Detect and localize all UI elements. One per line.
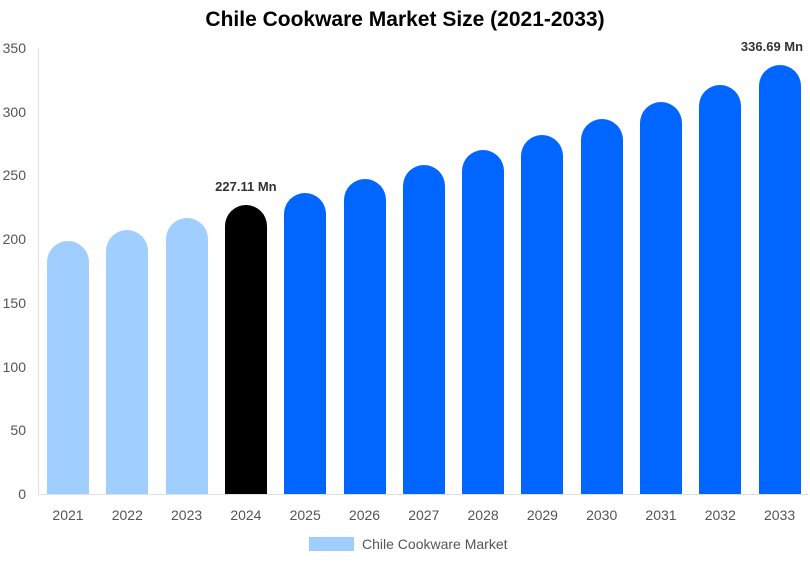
x-tick-label: 2029 (526, 507, 558, 523)
bar-2021[interactable] (47, 240, 89, 494)
bar-2029[interactable] (521, 134, 564, 494)
y-tick-label: 150 (2, 294, 26, 311)
x-tick-label: 2028 (467, 507, 499, 523)
x-tick-label: 2027 (408, 507, 440, 523)
legend[interactable]: Chile Cookware Market (309, 536, 508, 552)
bar-2027[interactable] (402, 165, 445, 494)
x-tick-label: 2032 (704, 507, 736, 523)
y-tick-label: 250 (2, 167, 26, 184)
data-label: 227.11 Mn (215, 178, 277, 194)
x-tick-label: 2026 (348, 507, 381, 523)
y-tick-label: 0 (18, 486, 26, 502)
x-tick-label: 2031 (645, 507, 677, 523)
y-tick-label: 100 (2, 358, 26, 375)
y-axis-line (38, 48, 39, 494)
legend-swatch (309, 537, 354, 551)
y-tick-label: 350 (2, 40, 26, 56)
y-tick-label: 200 (2, 231, 26, 248)
y-tick-label: 50 (10, 422, 26, 439)
bar-2032[interactable] (699, 84, 742, 494)
bar-2025[interactable] (284, 192, 327, 494)
x-tick-label: 2024 (230, 507, 262, 523)
x-tick-label: 2025 (289, 507, 321, 523)
bar-2033[interactable] (758, 64, 801, 494)
x-tick-label: 2023 (171, 507, 203, 523)
bar-2028[interactable] (462, 149, 505, 494)
data-label: 336.69 Mn (740, 38, 804, 54)
bar-2030[interactable] (580, 118, 623, 494)
bar-2024[interactable] (224, 204, 267, 494)
x-tick-label: 2022 (111, 507, 143, 523)
y-tick-label: 300 (2, 103, 26, 120)
bar-2022[interactable] (106, 230, 149, 494)
x-tick-label: 2033 (764, 507, 796, 523)
x-axis-line (38, 494, 808, 495)
legend-label: Chile Cookware Market (362, 536, 508, 552)
bar-2023[interactable] (165, 218, 208, 494)
x-tick-label: 2021 (52, 507, 84, 523)
chart-title: Chile Cookware Market Size (2021-2033) (205, 8, 605, 31)
x-tick-label: 2030 (586, 507, 618, 523)
bar-2026[interactable] (343, 179, 386, 494)
bar-2031[interactable] (640, 101, 682, 494)
